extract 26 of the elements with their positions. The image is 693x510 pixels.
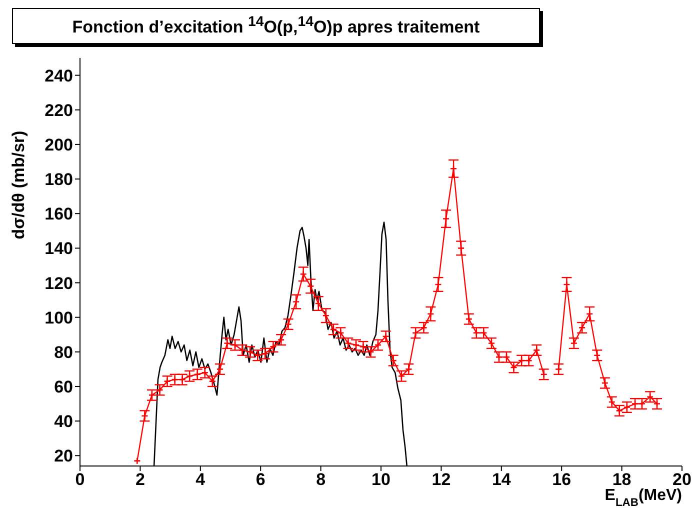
- x-tick-label: 12: [432, 470, 451, 490]
- y-tick-label: 100: [44, 308, 73, 328]
- y-tick-label: 60: [54, 378, 73, 397]
- y-tick-label: 120: [44, 274, 73, 293]
- chart-title: Fonction d’excitation $^{14}$O(p,$^{14}$O)p apres traitement: [72, 14, 480, 38]
- x-tick-label: 0: [75, 470, 85, 490]
- y-tick-label: 240: [44, 66, 73, 86]
- y-tick-label: 200: [44, 135, 73, 154]
- x-tick-label: 6: [256, 470, 266, 490]
- x-tick-label: 20: [672, 470, 692, 490]
- x-tick-label: 16: [552, 470, 572, 490]
- x-tick-label: 8: [316, 470, 326, 490]
- x-tick-label: 2: [135, 470, 145, 490]
- y-tick-label: 180: [44, 170, 73, 190]
- y-tick-label: 220: [44, 100, 73, 120]
- y-tick-label: 40: [54, 412, 73, 432]
- y-tick-label: 160: [44, 204, 73, 224]
- x-tick-label: 18: [612, 470, 632, 490]
- x-axis-title: E$_{LAB}$(MeV): [604, 487, 682, 509]
- x-tick-label: 10: [372, 470, 390, 490]
- y-tick-label: 20: [54, 446, 73, 466]
- y-tick-label: 80: [54, 342, 73, 362]
- y-axis-title: dσ/dθ (mb/sr): [9, 130, 28, 240]
- y-tick-label: 140: [44, 239, 73, 258]
- x-tick-label: 4: [196, 470, 206, 490]
- x-tick-label: 14: [492, 470, 512, 490]
